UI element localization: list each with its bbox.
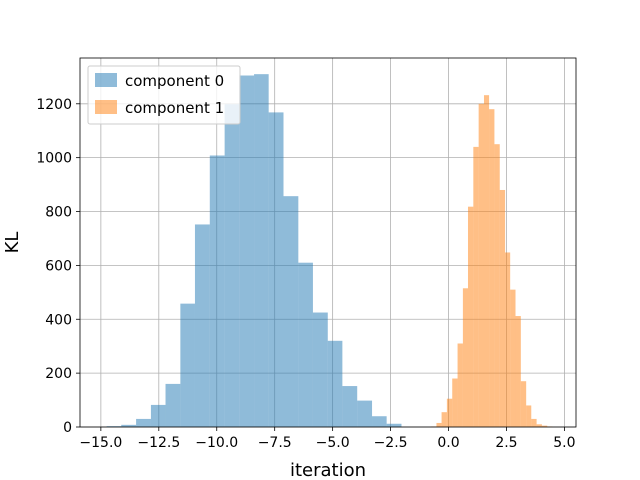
histogram-bar-component-0: [312, 312, 328, 427]
legend-swatch-component-1: [95, 100, 117, 114]
y-tick-label: 200: [45, 366, 72, 382]
y-axis-label: KL: [2, 232, 23, 254]
histogram-bar-component-1: [531, 418, 537, 427]
histogram-bar-component-0: [136, 418, 151, 427]
x-tick-label: 2.5: [495, 435, 517, 451]
histogram-bar-component-0: [386, 423, 402, 427]
histogram-bar-component-1: [510, 289, 516, 427]
x-tick-label: −2.5: [374, 435, 408, 451]
histogram-bar-component-0: [194, 224, 210, 427]
histogram-bar-component-1: [462, 288, 468, 427]
histogram-bar-component-1: [499, 189, 506, 427]
histogram-bar-component-1: [526, 405, 532, 427]
legend-label-component-0: component 0: [125, 72, 224, 90]
y-tick-label: 0: [63, 420, 72, 436]
histogram-bar-component-1: [505, 252, 511, 427]
histogram-bar-component-0: [209, 155, 225, 427]
histogram-bar-component-1: [520, 381, 527, 427]
histogram-bar-component-0: [121, 424, 137, 427]
histogram-bar-component-0: [342, 386, 358, 427]
histogram-bar-component-1: [473, 146, 479, 427]
y-tick-label: 1000: [36, 151, 72, 167]
histogram-bar-component-0: [268, 112, 284, 428]
histogram-bar-component-0: [180, 303, 195, 427]
histogram-bar-component-1: [457, 343, 463, 427]
histogram-bar-component-0: [239, 75, 255, 428]
histogram-bar-component-1: [467, 206, 474, 427]
histogram-bar-component-1: [436, 422, 442, 427]
x-axis-label: iteration: [290, 460, 366, 480]
histogram-bar-component-0: [165, 383, 181, 427]
y-tick-label: 800: [45, 205, 72, 221]
x-tick-label: −12.5: [137, 435, 180, 451]
y-tick-label: 1200: [36, 97, 72, 113]
histogram-bar-component-0: [298, 262, 313, 427]
x-axis-ticks: −15.0 −12.5 −10.0 −7.5 −5.0 −2.5 0.0 2.5 5.0: [79, 427, 576, 451]
legend-label-component-1: component 1: [125, 99, 224, 117]
legend: component 0 component 1: [87, 65, 241, 125]
plot-frame: [79, 57, 577, 428]
histogram-bar-component-1: [483, 95, 490, 427]
histogram-bar-component-0: [224, 104, 240, 428]
y-tick-label: 600: [45, 258, 72, 274]
histogram-bar-component-1: [452, 378, 458, 427]
histogram-bar-component-1: [494, 144, 500, 428]
x-tick-label: 0.0: [437, 435, 459, 451]
legend-box: [87, 65, 241, 125]
histogram-bar-component-0: [357, 400, 373, 427]
histogram-bar-component-0: [283, 196, 299, 427]
x-tick-label: 5.0: [553, 435, 575, 451]
histogram-bar-component-1: [541, 425, 548, 427]
histogram-bar-component-1: [441, 412, 447, 427]
histogram-bar-component-0: [254, 74, 269, 427]
histogram-bar-component-0: [327, 340, 343, 427]
histogram-bar-component-0: [106, 426, 122, 427]
histogram-bar-component-0: [372, 416, 387, 427]
histogram-bar-component-1: [515, 316, 521, 427]
x-tick-label: −15.0: [79, 435, 122, 451]
legend-swatch-component-0: [95, 73, 117, 87]
histogram-bar-component-1: [446, 398, 453, 427]
bars: [106, 74, 553, 428]
y-axis-ticks: 0 200 400 600 800 1000 1200: [36, 97, 80, 436]
x-tick-label: −5.0: [316, 435, 350, 451]
histogram-bar-component-0: [150, 404, 166, 427]
x-tick-label: −7.5: [258, 435, 292, 451]
histogram-bar-component-1: [536, 424, 542, 427]
x-tick-label: −10.0: [195, 435, 238, 451]
histogram-bar-component-1: [489, 109, 495, 428]
y-tick-label: 400: [45, 312, 72, 328]
histogram-bar-component-1: [478, 103, 484, 427]
